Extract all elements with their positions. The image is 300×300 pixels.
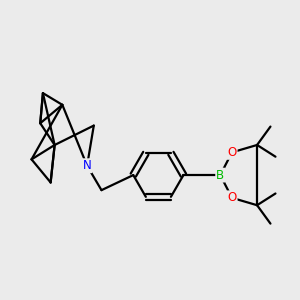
Text: O: O [227,191,237,204]
Text: B: B [216,169,224,182]
Text: O: O [227,146,237,159]
Text: N: N [83,159,92,172]
